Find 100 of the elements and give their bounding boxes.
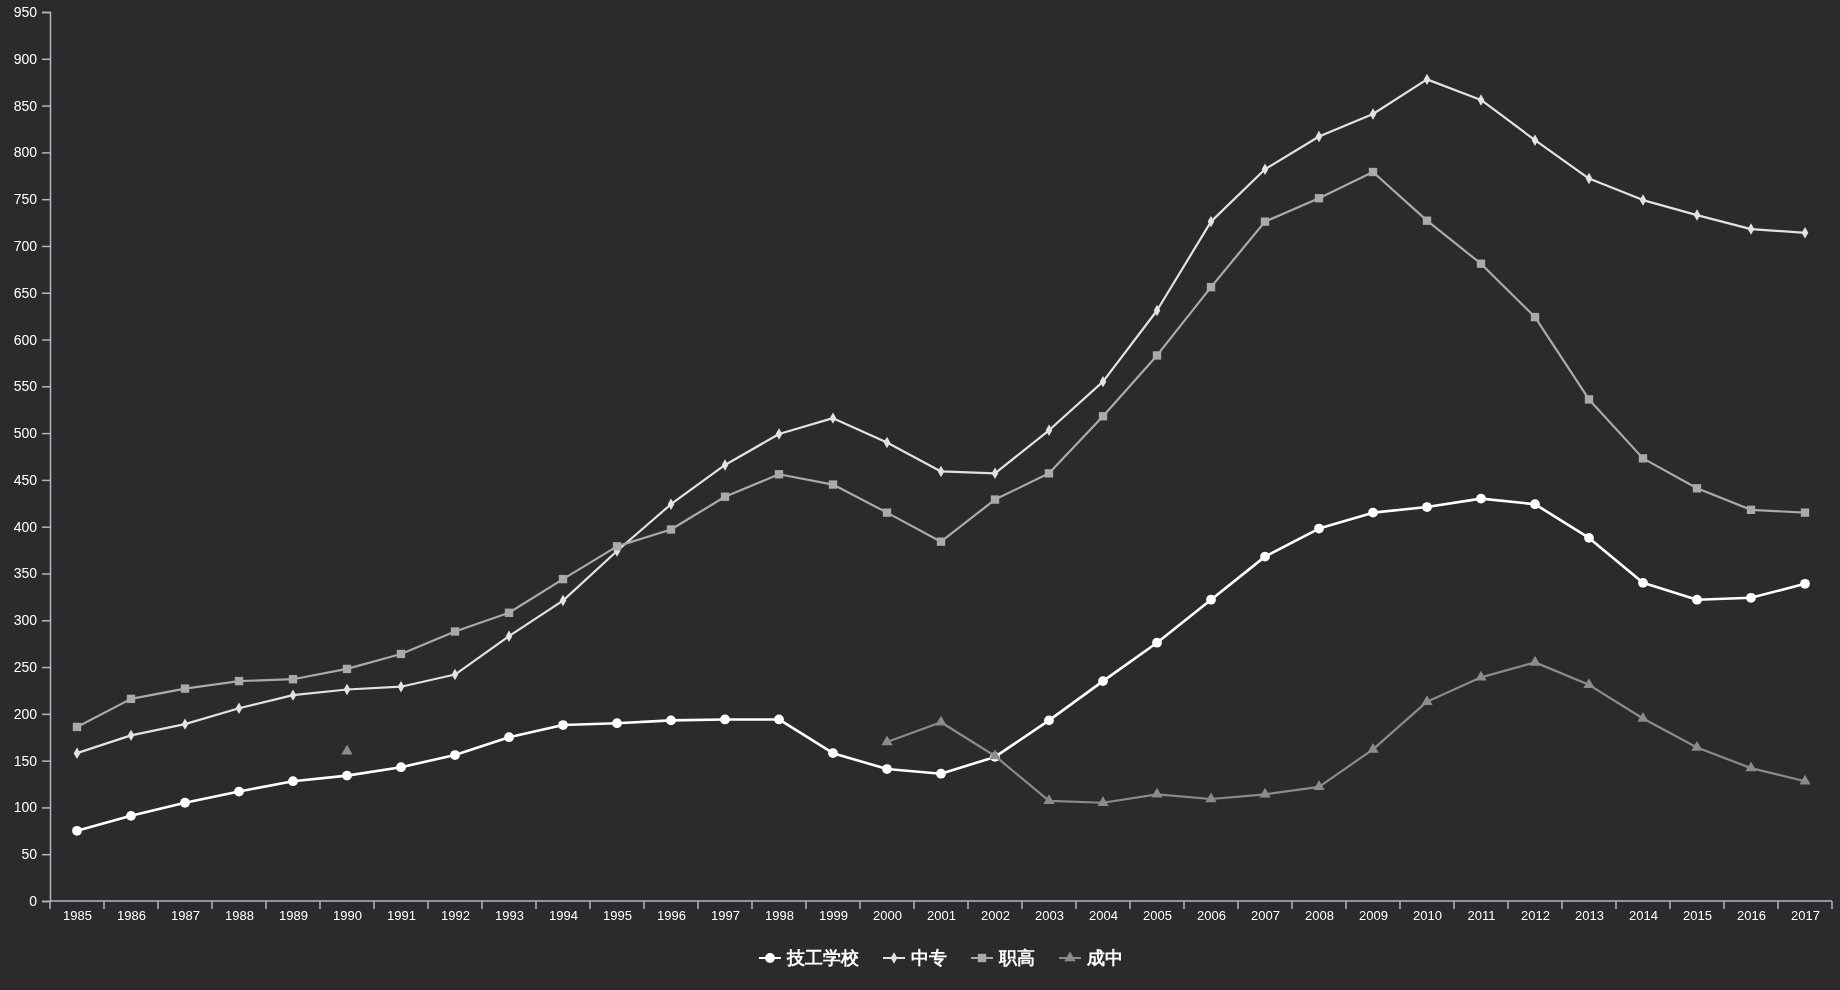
y-tick-label: 300 bbox=[13, 612, 38, 629]
point bbox=[1584, 533, 1594, 543]
point bbox=[882, 508, 892, 517]
point bbox=[504, 732, 514, 743]
y-tick-label: 700 bbox=[13, 237, 38, 254]
y-tick-label: 650 bbox=[13, 284, 38, 301]
point bbox=[1422, 502, 1432, 512]
y-tick-label: 150 bbox=[13, 752, 38, 769]
point bbox=[936, 537, 946, 546]
point bbox=[234, 786, 244, 797]
y-tick-label: 750 bbox=[13, 191, 38, 208]
x-tick-label: 2010 bbox=[1413, 908, 1442, 924]
point bbox=[1746, 592, 1756, 603]
y-tick-label: 450 bbox=[13, 471, 38, 488]
y-tick-label: 600 bbox=[13, 331, 38, 348]
y-tick-label: 900 bbox=[13, 50, 38, 67]
point bbox=[1800, 508, 1810, 517]
x-tick-label: 2000 bbox=[873, 908, 902, 924]
point bbox=[342, 664, 352, 674]
x-tick-label: 2007 bbox=[1251, 908, 1280, 924]
y-tick-label: 550 bbox=[13, 378, 38, 395]
x-tick-label: 1996 bbox=[657, 908, 686, 924]
legend-label: 职高 bbox=[998, 948, 1035, 969]
point bbox=[396, 762, 406, 773]
x-tick-label: 1999 bbox=[819, 908, 848, 924]
point bbox=[1638, 454, 1648, 463]
point bbox=[1097, 796, 1109, 806]
point bbox=[1152, 351, 1162, 360]
y-tick-label: 200 bbox=[13, 705, 38, 722]
point bbox=[234, 676, 244, 686]
point bbox=[1368, 167, 1378, 177]
point bbox=[1475, 670, 1487, 681]
x-tick-label: 2013 bbox=[1575, 908, 1604, 924]
x-tick-label: 2001 bbox=[927, 908, 956, 924]
y-tick-label: 350 bbox=[13, 565, 38, 582]
point bbox=[1638, 577, 1648, 588]
point bbox=[1584, 395, 1594, 404]
point bbox=[341, 744, 353, 755]
point bbox=[1637, 712, 1649, 722]
point bbox=[1745, 761, 1757, 772]
point bbox=[1692, 594, 1702, 605]
x-tick-label: 2005 bbox=[1143, 908, 1172, 924]
point bbox=[1530, 312, 1540, 322]
x-tick-label: 2003 bbox=[1035, 908, 1064, 924]
legend-label: 成中 bbox=[1086, 948, 1123, 969]
point bbox=[720, 492, 730, 501]
point bbox=[881, 735, 893, 746]
x-tick-label: 1989 bbox=[279, 908, 308, 924]
point bbox=[990, 495, 1000, 504]
y-tick-label: 850 bbox=[13, 97, 38, 114]
point bbox=[1206, 282, 1216, 292]
point bbox=[1098, 676, 1108, 686]
x-tick-label: 2011 bbox=[1467, 908, 1496, 924]
x-tick-label: 1986 bbox=[117, 908, 146, 924]
x-tick-label: 1997 bbox=[711, 908, 740, 924]
point bbox=[1421, 695, 1433, 705]
point bbox=[1205, 792, 1217, 803]
point bbox=[1043, 794, 1055, 805]
point bbox=[126, 694, 136, 704]
point bbox=[612, 718, 622, 729]
point bbox=[1260, 551, 1270, 562]
x-tick-label: 2008 bbox=[1305, 908, 1334, 924]
point bbox=[342, 770, 352, 781]
point bbox=[1260, 217, 1270, 226]
point bbox=[1691, 741, 1703, 751]
point bbox=[1476, 259, 1486, 268]
point bbox=[1530, 499, 1540, 510]
x-tick-label: 1993 bbox=[495, 908, 524, 924]
x-tick-label: 1990 bbox=[333, 908, 362, 924]
point bbox=[612, 542, 622, 551]
point bbox=[1476, 493, 1486, 504]
point bbox=[504, 608, 514, 617]
x-tick-label: 2015 bbox=[1683, 908, 1712, 924]
point bbox=[828, 480, 838, 489]
y-tick-label: 250 bbox=[13, 659, 38, 676]
x-tick-label: 2002 bbox=[981, 908, 1010, 924]
x-tick-label: 1987 bbox=[171, 908, 200, 924]
point bbox=[1152, 637, 1162, 648]
point bbox=[1206, 594, 1216, 605]
point bbox=[1044, 715, 1054, 726]
point bbox=[774, 470, 784, 479]
x-tick-label: 1991 bbox=[387, 908, 416, 924]
y-tick-label: 800 bbox=[13, 144, 38, 161]
x-tick-label: 1998 bbox=[765, 908, 794, 924]
y-tick-label: 100 bbox=[13, 799, 38, 816]
point bbox=[72, 825, 82, 836]
x-tick-label: 1995 bbox=[603, 908, 632, 924]
x-tick-label: 1992 bbox=[441, 908, 470, 924]
point bbox=[828, 748, 838, 759]
point bbox=[774, 714, 784, 725]
point bbox=[450, 750, 460, 760]
point bbox=[1529, 655, 1541, 666]
point bbox=[882, 764, 892, 774]
y-tick-label: 0 bbox=[29, 892, 38, 909]
point bbox=[1098, 412, 1108, 421]
point bbox=[1044, 469, 1054, 478]
point bbox=[1314, 523, 1324, 534]
y-tick-label: 50 bbox=[21, 846, 38, 863]
point bbox=[288, 675, 298, 684]
y-tick-label: 400 bbox=[13, 518, 38, 535]
